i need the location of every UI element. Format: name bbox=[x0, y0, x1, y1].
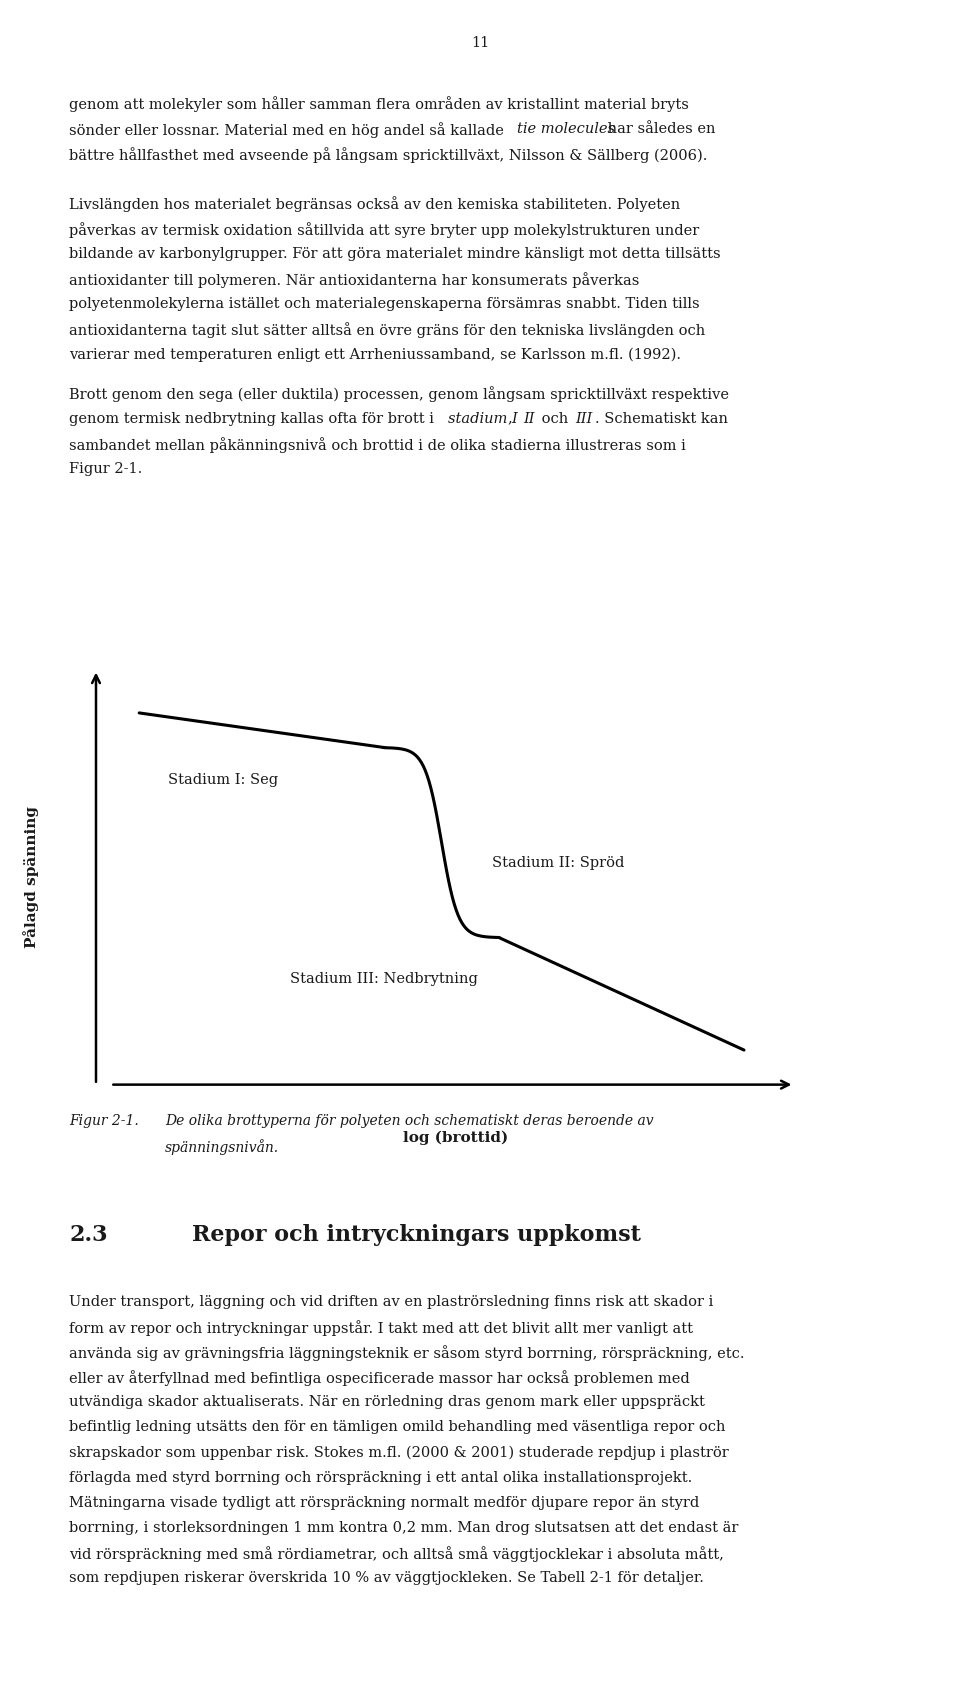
Text: sambandet mellan påkänningsnivå och brottid i de olika stadierna illustreras som: sambandet mellan påkänningsnivå och brot… bbox=[69, 437, 686, 453]
Text: Repor och intryckningars uppkomst: Repor och intryckningars uppkomst bbox=[192, 1224, 641, 1246]
Text: utvändiga skador aktualiserats. När en rörledning dras genom mark eller uppspräc: utvändiga skador aktualiserats. När en r… bbox=[69, 1395, 705, 1409]
Text: genom att molekyler som håller samman flera områden av kristallint material bryt: genom att molekyler som håller samman fl… bbox=[69, 97, 689, 112]
Text: Brott genom den sega (eller duktila) processen, genom långsam spricktillväxt res: Brott genom den sega (eller duktila) pro… bbox=[69, 386, 730, 402]
Text: eller av återfyllnad med befintliga ospecificerade massor har också problemen me: eller av återfyllnad med befintliga ospe… bbox=[69, 1370, 690, 1387]
Text: sönder eller lossnar. Material med en hög andel så kallade: sönder eller lossnar. Material med en hö… bbox=[69, 122, 509, 137]
Text: De olika brottyperna för polyeten och schematiskt deras beroende av: De olika brottyperna för polyeten och sc… bbox=[165, 1114, 654, 1127]
Text: III: III bbox=[575, 412, 592, 425]
Text: stadium I: stadium I bbox=[448, 412, 518, 425]
Text: antioxidanter till polymeren. När antioxidanterna har konsumerats påverkas: antioxidanter till polymeren. När antiox… bbox=[69, 271, 639, 288]
Text: Pålagd spänning: Pålagd spänning bbox=[23, 807, 38, 948]
Text: II: II bbox=[523, 412, 535, 425]
Text: vid rörspräckning med små rördiametrar, och alltså små väggtjocklekar i absoluta: vid rörspräckning med små rördiametrar, … bbox=[69, 1546, 724, 1561]
Text: log (brottid): log (brottid) bbox=[403, 1131, 509, 1144]
Text: Mätningarna visade tydligt att rörspräckning normalt medför djupare repor än sty: Mätningarna visade tydligt att rörspräck… bbox=[69, 1495, 700, 1510]
Text: Livslängden hos materialet begränsas också av den kemiska stabiliteten. Polyeten: Livslängden hos materialet begränsas ock… bbox=[69, 197, 681, 212]
Text: bättre hållfasthet med avseende på långsam spricktillväxt, Nilsson & Sällberg (2: bättre hållfasthet med avseende på långs… bbox=[69, 147, 708, 163]
Text: har således en: har således en bbox=[603, 122, 716, 136]
Text: Figur 2-1.: Figur 2-1. bbox=[69, 1114, 139, 1127]
Text: form av repor och intryckningar uppstår. I takt med att det blivit allt mer vanl: form av repor och intryckningar uppstår.… bbox=[69, 1320, 693, 1336]
Text: Stadium III: Nedbrytning: Stadium III: Nedbrytning bbox=[290, 973, 478, 986]
Text: spänningsnivån.: spänningsnivån. bbox=[165, 1139, 279, 1154]
Text: använda sig av grävningsfria läggningsteknik er såsom styrd borrning, rörspräckn: använda sig av grävningsfria läggningste… bbox=[69, 1346, 745, 1361]
Text: polyetenmolekylerna istället och materialegenskaperna försämras snabbt. Tiden ti: polyetenmolekylerna istället och materia… bbox=[69, 297, 700, 310]
Text: förlagda med styrd borrning och rörspräckning i ett antal olika installationspro: förlagda med styrd borrning och rörspräc… bbox=[69, 1471, 692, 1485]
Text: tie molecules: tie molecules bbox=[516, 122, 614, 136]
Text: befintlig ledning utsätts den för en tämligen omild behandling med väsentliga re: befintlig ledning utsätts den för en täm… bbox=[69, 1420, 726, 1434]
Text: Stadium I: Seg: Stadium I: Seg bbox=[168, 773, 278, 788]
Text: 2.3: 2.3 bbox=[69, 1224, 108, 1246]
Text: varierar med temperaturen enligt ett Arrheniussamband, se Karlsson m.fl. (1992).: varierar med temperaturen enligt ett Arr… bbox=[69, 347, 682, 361]
Text: Figur 2-1.: Figur 2-1. bbox=[69, 461, 142, 476]
Text: som repdjupen riskerar överskrida 10 % av väggtjockleken. Se Tabell 2-1 för deta: som repdjupen riskerar överskrida 10 % a… bbox=[69, 1571, 704, 1585]
Text: bildande av karbonylgrupper. För att göra materialet mindre känsligt mot detta t: bildande av karbonylgrupper. För att gör… bbox=[69, 247, 721, 261]
Text: och: och bbox=[537, 412, 573, 425]
Text: Stadium II: Spröd: Stadium II: Spröd bbox=[492, 856, 624, 870]
Text: borrning, i storleksordningen 1 mm kontra 0,2 mm. Man drog slutsatsen att det en: borrning, i storleksordningen 1 mm kontr… bbox=[69, 1520, 738, 1534]
Text: genom termisk nedbrytning kallas ofta för brott i: genom termisk nedbrytning kallas ofta fö… bbox=[69, 412, 439, 425]
Text: 11: 11 bbox=[470, 36, 490, 49]
Text: . Schematiskt kan: . Schematiskt kan bbox=[595, 412, 728, 425]
Text: påverkas av termisk oxidation såtillvida att syre bryter upp molekylstrukturen u: påverkas av termisk oxidation såtillvida… bbox=[69, 222, 700, 237]
Text: antioxidanterna tagit slut sätter alltså en övre gräns för den tekniska livsläng: antioxidanterna tagit slut sätter alltså… bbox=[69, 322, 706, 337]
Text: ,: , bbox=[509, 412, 517, 425]
Text: skrapskador som uppenbar risk. Stokes m.fl. (2000 & 2001) studerade repdjup i pl: skrapskador som uppenbar risk. Stokes m.… bbox=[69, 1446, 729, 1459]
Text: Under transport, läggning och vid driften av en plaströrsledning finns risk att : Under transport, läggning och vid drifte… bbox=[69, 1295, 713, 1309]
